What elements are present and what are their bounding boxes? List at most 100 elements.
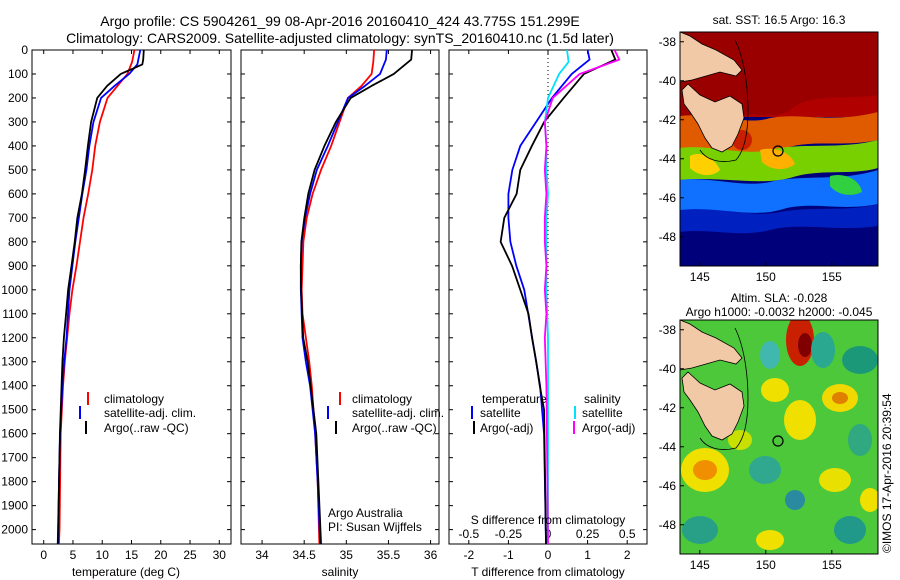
depth-tick-label: 900 [8,259,28,273]
x-tick-label: 35 [340,548,354,562]
depth-tick-label: 1800 [1,475,28,489]
salinity-xlabel: salinity [322,565,359,579]
sst-map-title: sat. SST: 16.5 Argo: 16.3 [713,13,846,27]
legend-title-salinity: salinity [584,392,621,406]
depth-tick-label: 700 [8,211,28,225]
series-line-salinity-argo-adj [543,50,621,544]
sla-map [680,320,878,554]
lon-tick-label: 155 [822,558,842,572]
x-tick-label: 34.5 [293,548,317,562]
figure-title-line1: Argo profile: CS 5904261_99 08-Apr-2016 … [100,13,580,29]
legend-label-satellite: satellite-adj. clim. [352,406,444,420]
sla-map-title2: Argo h1000: -0.0032 h2000: -0.045 [686,305,873,319]
lat-tick-label: -44 [659,440,677,454]
x-tick-label: 15 [125,548,139,562]
temperature-xlabel: temperature (deg C) [72,565,180,579]
x-tick-label: 34 [255,548,269,562]
x-tick-label: 5 [70,548,77,562]
depth-tick-label: 1400 [1,379,28,393]
s-difference-label: S difference from climatology [471,513,626,527]
lat-tick-label: -40 [659,362,677,376]
x-tick-label: 30 [213,548,227,562]
legend-label-sal-satellite: satellite [582,406,623,420]
lat-tick-label: -42 [659,113,677,127]
lon-tick-label: 145 [690,270,710,284]
legend-label-climatology: climatology [352,392,412,406]
argo-position-marker [772,435,784,447]
x-tick-label: -1 [503,548,514,562]
depth-axis: 0 100 200 300 400 500 600 700 800 900 1000 1100 1200… [1,43,647,537]
lon-tick-label: 150 [756,558,776,572]
lat-tick-label: -46 [659,479,677,493]
sst-map-ticks: -38 -40 -42 -44 -46 -48 145 150 155 [659,35,842,284]
lat-tick-label: -38 [659,35,677,49]
depth-tick-label: 1200 [1,331,28,345]
lat-tick-label: -44 [659,152,677,166]
depth-tick-label: 1900 [1,499,28,513]
x-tick-label: 35.5 [377,548,401,562]
legend-label-climatology: climatology [104,392,164,406]
x-tick-label: 25 [183,548,197,562]
legend-label-temp-satellite: satellite [480,406,521,420]
lat-tick-label: -48 [659,518,677,532]
sla-map-title1: Altim. SLA: -0.028 [731,291,828,305]
figure-title-line2: Climatology: CARS2009. Satellite-adjuste… [66,30,614,46]
salinity-legend: climatology satellite-adj. clim. Argo(..… [327,392,444,435]
sst-map-frame [679,31,879,267]
depth-tick-label: 1100 [2,307,28,321]
salinity-panel-frame [240,49,440,545]
depth-tick-label: 400 [8,139,28,153]
lat-tick-label: -42 [659,401,677,415]
depth-tick-label: 1000 [1,283,28,297]
x-tick-label: 10 [96,548,110,562]
lat-tick-label: -46 [659,191,677,205]
series-line-argo-raw-qc [56,50,145,544]
lon-tick-label: 145 [690,558,710,572]
lon-tick-label: 155 [822,270,842,284]
depth-tick-label: 200 [8,91,28,105]
pi-note: PI: Susan Wijffels [328,520,422,534]
series-line-temperature-argo-adj [499,50,617,544]
depth-tick-label: 800 [8,235,28,249]
t-difference-xlabel: T difference from climatology [471,565,625,579]
x-tick-label: 2 [624,548,631,562]
legend-label-satellite: satellite-adj. clim. [104,406,196,420]
depth-tick-label: 0 [21,43,28,57]
argo-position-marker [772,145,784,157]
temperature-x-ticks: 0 5 10 15 20 25 30 [40,50,226,562]
depth-tick-label: 300 [8,115,28,129]
difference-x-ticks: -2 -1 0 1 2-0.5 -0.25 0 0.25 0.5 [458,50,636,562]
depth-tick-label: 2000 [1,523,28,537]
series-line-salinity-satellite [543,50,570,544]
depth-tick-label: 500 [8,163,28,177]
lat-tick-label: -40 [659,74,677,88]
depth-tick-label: 1700 [1,451,28,465]
s-diff-tick-label: -0.25 [495,527,523,541]
salinity-series [299,50,413,544]
depth-tick-label: 600 [8,187,28,201]
difference-legend: temperature salinity satellite Argo(-adj… [471,392,635,435]
legend-label-argo: Argo(..raw -QC) [104,421,189,435]
series-line-argo-raw-qc [299,50,413,544]
s-diff-tick-label: 0.25 [576,527,600,541]
s-diff-tick-label: -0.5 [458,527,479,541]
sst-map [680,32,878,266]
lat-tick-label: -38 [659,323,677,337]
legend-label-temp-argo: Argo(-adj) [480,421,533,435]
x-tick-label: 0 [40,548,47,562]
depth-tick-label: 100 [8,67,28,81]
depth-tick-label: 1300 [1,355,28,369]
x-tick-label: 0 [545,548,552,562]
s-diff-tick-label: 0.5 [619,527,636,541]
lat-tick-label: -48 [659,230,677,244]
x-tick-label: -2 [463,548,474,562]
x-tick-label: 20 [154,548,168,562]
salinity-x-ticks: 34 34.5 35 35.5 36 [255,50,438,562]
depth-tick-label: 1500 [1,403,28,417]
temperature-legend: climatology satellite-adj. clim. Argo(..… [79,392,196,435]
sla-map-frame [679,319,879,555]
depth-tick-label: 1600 [1,427,28,441]
legend-label-argo: Argo(..raw -QC) [352,421,437,435]
temperature-series [56,50,145,544]
